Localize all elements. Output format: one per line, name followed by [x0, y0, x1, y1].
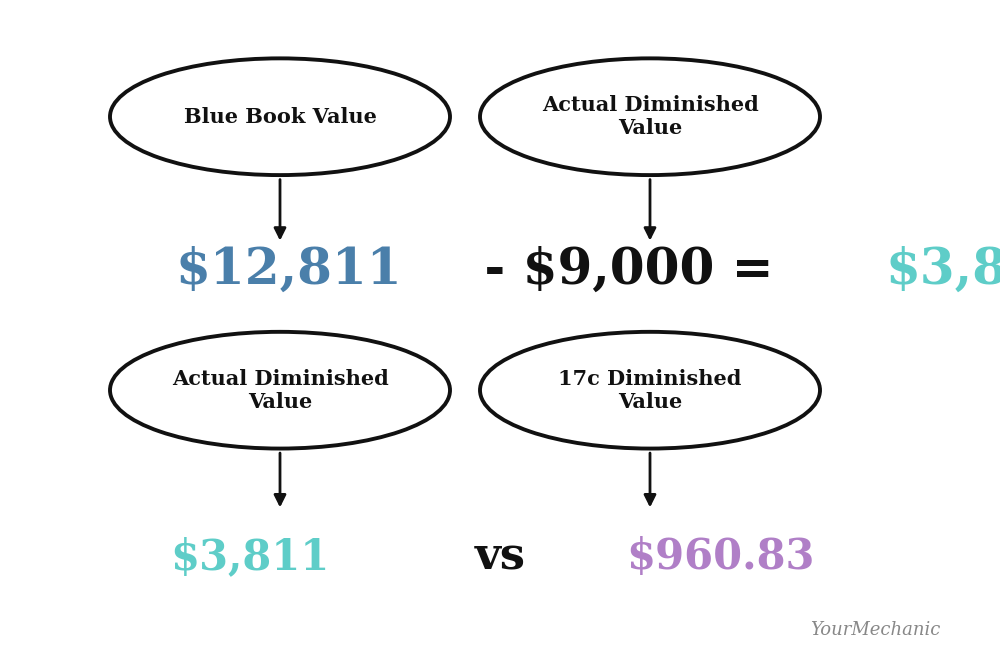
- Text: Actual Diminished
Value: Actual Diminished Value: [542, 95, 758, 138]
- Text: $3,811: $3,811: [885, 245, 1000, 295]
- Ellipse shape: [480, 331, 820, 449]
- Text: Blue Book Value: Blue Book Value: [184, 107, 376, 127]
- Ellipse shape: [110, 331, 450, 449]
- Text: $960.83: $960.83: [626, 536, 814, 578]
- Ellipse shape: [110, 59, 450, 175]
- Text: 17c Diminished
Value: 17c Diminished Value: [558, 369, 742, 412]
- Text: $12,811: $12,811: [175, 245, 402, 295]
- Text: Actual Diminished
Value: Actual Diminished Value: [172, 369, 388, 412]
- Text: - $9,000 =: - $9,000 =: [467, 245, 791, 295]
- Text: vs: vs: [475, 536, 526, 578]
- Text: $3,811: $3,811: [170, 536, 330, 578]
- Text: YourMechanic: YourMechanic: [810, 622, 940, 639]
- Ellipse shape: [480, 59, 820, 175]
